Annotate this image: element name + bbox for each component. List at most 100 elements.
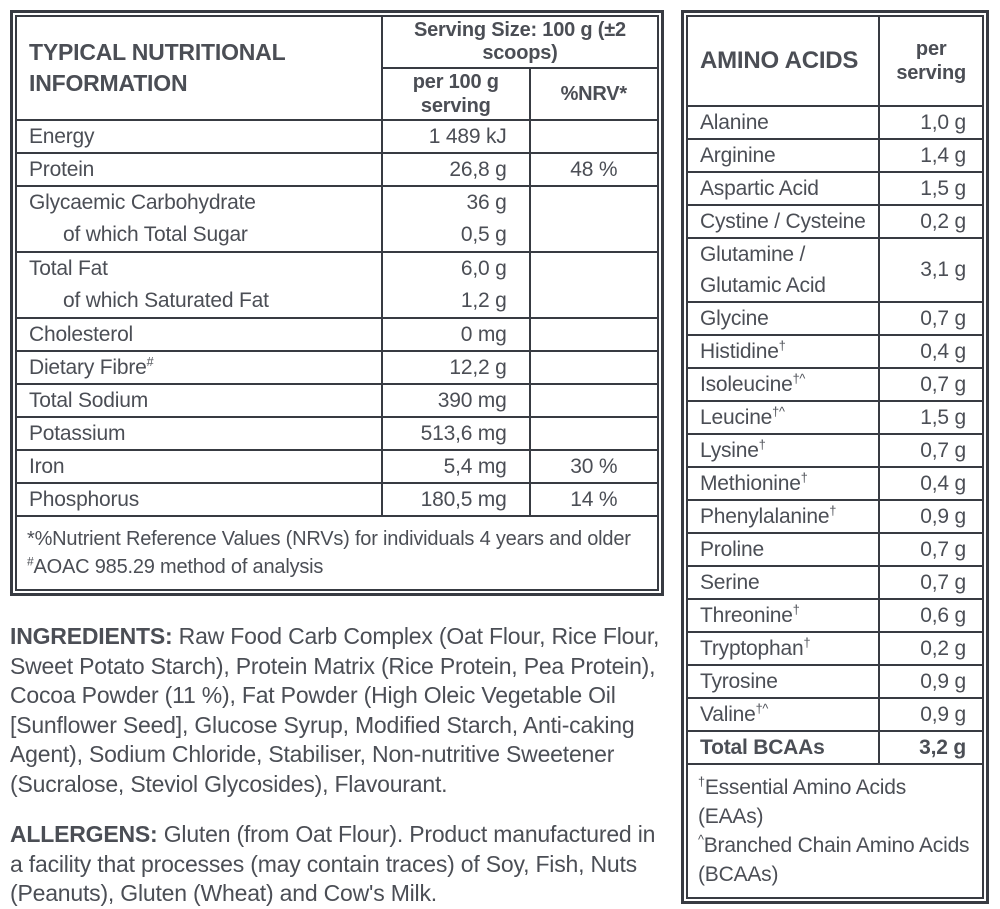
superscript-marker: †: [803, 636, 811, 650]
nutrient-name: Total Sodium: [29, 388, 148, 412]
nutrient-name: Glycaemic Carbohydrate: [29, 191, 256, 214]
nrv-cell: [528, 119, 660, 154]
label-with-marker: Histidine†: [700, 340, 786, 363]
amino-value-cell: 0,9 g: [878, 697, 984, 732]
amino-value-cell: 0,6 g: [878, 598, 984, 633]
footnote-row: *%Nutrient Reference Values (NRVs) for i…: [15, 515, 659, 591]
amino-value-cell: 0,9 g: [878, 664, 984, 699]
nutrient-name: Iron: [29, 454, 65, 478]
amino-row: Phenylalanine† 0,9 g: [685, 499, 984, 534]
allergens-label: ALLERGENS:: [10, 821, 158, 847]
amino-acids-table: AMINO ACIDS per serving Alanine 1,0 g Argi…: [685, 15, 984, 899]
ingredients-text: Raw Food Carb Complex (Oat Flour, Rice F…: [10, 623, 660, 797]
nutrient-label-cell: Protein: [15, 152, 383, 187]
amount-cell: 5,4 mg: [380, 449, 531, 484]
amino-label-cell: Threonine†: [685, 598, 881, 633]
nutrient-name: Glutamine / Glutamic Acid: [700, 243, 826, 297]
nutrition-table-title: TYPICAL NUTRITIONAL INFORMATION: [15, 15, 383, 121]
amino-label-cell: Arginine: [685, 138, 881, 173]
nutrient-line: Total Fat: [29, 253, 381, 285]
nutrition-facts-table: TYPICAL NUTRITIONAL INFORMATION Serving …: [15, 15, 660, 591]
label-with-marker: Valine†^: [700, 703, 768, 726]
amount-line: 36 g: [466, 191, 507, 214]
amino-row: Lysine† 0,7 g: [685, 433, 984, 468]
label-with-marker: Phenylalanine†: [700, 505, 836, 528]
nrv-cell: [528, 383, 660, 418]
nutrient-row: Dietary Fibre# 12,2 g: [15, 350, 660, 385]
amino-label-cell: Proline: [685, 532, 881, 567]
amino-label-cell: Phenylalanine†: [685, 499, 881, 534]
amino-label-cell: Methionine†: [685, 466, 881, 501]
nutrient-name: Valine: [700, 703, 756, 726]
nrv-cell: [528, 350, 660, 385]
amino-table-body: Alanine 1,0 g Arginine 1,4 g Aspartic Acid 1,…: [685, 105, 984, 765]
amount-cell: 390 mg: [380, 383, 531, 418]
amino-row: Proline 0,7 g: [685, 532, 984, 567]
nutrient-name: Total Fat: [29, 257, 108, 280]
nutrition-table-body: Energy 1 489 kJ Protein 26,8 g 48 % Glycaemic…: [15, 119, 660, 517]
amino-row: Histidine† 0,4 g: [685, 334, 984, 369]
label-with-marker: Leucine†^: [700, 406, 785, 429]
header-row-2: per 100 g serving %NRV*: [16, 67, 660, 121]
amount-subline: 1,2 g: [460, 289, 507, 312]
amino-label-cell: Cystine / Cysteine: [685, 204, 881, 239]
amino-footnote-line: †Essential Amino Acids (EAAs): [698, 775, 907, 828]
amino-value-cell: 0,2 g: [878, 631, 984, 666]
amino-row: Total BCAAs 3,2 g: [685, 730, 984, 765]
nutrient-name: Proline: [700, 538, 764, 561]
nrv-cell: 14 %: [528, 482, 660, 517]
amino-row: Valine†^ 0,9 g: [685, 697, 984, 732]
superscript-marker: #: [146, 354, 154, 369]
amount-subline: 0,5 g: [460, 223, 507, 246]
amino-row: Alanine 1,0 g: [685, 105, 984, 140]
superscript-marker: †: [792, 603, 800, 617]
amount-cell: 12,2 g: [380, 350, 531, 385]
amino-row: Isoleucine†^ 0,7 g: [685, 367, 984, 402]
nutrient-name: Glycine: [700, 307, 769, 330]
amino-row: Tyrosine 0,9 g: [685, 664, 984, 699]
label-with-marker: Dietary Fibre#: [29, 354, 154, 379]
amino-row: Tryptophan† 0,2 g: [685, 631, 984, 666]
amount-cell: 1 489 kJ: [380, 119, 531, 154]
amino-value-cell: 0,9 g: [878, 499, 984, 534]
amino-value-cell: 3,1 g: [878, 237, 984, 303]
amino-label-cell: Tyrosine: [685, 664, 881, 699]
amino-label-cell: Lysine†: [685, 433, 881, 468]
nrv-cell: [528, 416, 660, 451]
serving-size-header: Serving Size: 100 g (±2 scoops): [380, 15, 660, 69]
nutrient-name: Dietary Fibre: [29, 355, 147, 379]
amino-acids-title: AMINO ACIDS: [685, 15, 881, 107]
right-column: AMINO ACIDS per serving Alanine 1,0 g Argi…: [681, 10, 989, 904]
nutrient-name: Potassium: [29, 421, 126, 445]
amount-line: 6,0 g: [460, 257, 507, 280]
header-row-1: TYPICAL NUTRITIONAL INFORMATION Serving …: [15, 15, 660, 121]
nutrient-row: Energy 1 489 kJ: [15, 119, 660, 154]
amino-label-cell: Total BCAAs: [685, 730, 881, 765]
amino-value-cell: 0,7 g: [878, 433, 984, 468]
amino-label-cell: Glutamine / Glutamic Acid: [685, 237, 881, 303]
amount-cell: 6,0 g 1,2 g: [380, 251, 531, 319]
nutrient-row: Iron 5,4 mg 30 %: [15, 449, 660, 484]
nutrient-row: Phosphorus 180,5 mg 14 %: [15, 482, 660, 517]
nutrient-name: Aspartic Acid: [700, 177, 819, 200]
superscript-marker: †: [800, 471, 808, 485]
nutrient-name: Phosphorus: [29, 487, 140, 511]
label-with-marker: Isoleucine†^: [700, 373, 805, 396]
nrv-cell: 48 %: [528, 152, 660, 187]
ingredients-paragraph: INGREDIENTS: Raw Food Carb Complex (Oat …: [10, 622, 664, 799]
label-with-marker: Threonine†: [700, 604, 800, 627]
label-with-marker: Methionine†: [700, 472, 808, 495]
superscript-marker: †: [698, 775, 705, 789]
nrv-column-header: %NRV*: [528, 67, 660, 121]
superscript-marker: †: [758, 438, 766, 452]
nrv-cell: 30 %: [528, 449, 660, 484]
nutrient-name: Phenylalanine: [700, 505, 830, 528]
amino-row: Aspartic Acid 1,5 g: [685, 171, 984, 206]
nutrient-row: Total Fat of which Saturated Fat 6,0 g 1,2 …: [15, 251, 660, 319]
nutrient-name: Serine: [700, 571, 760, 594]
amount-cell: 0 mg: [380, 317, 531, 352]
left-column: TYPICAL NUTRITIONAL INFORMATION Serving …: [10, 10, 664, 909]
amino-row: Glutamine / Glutamic Acid 3,1 g: [685, 237, 984, 303]
amino-row: Methionine† 0,4 g: [685, 466, 984, 501]
nutrient-name: Alanine: [700, 111, 769, 134]
